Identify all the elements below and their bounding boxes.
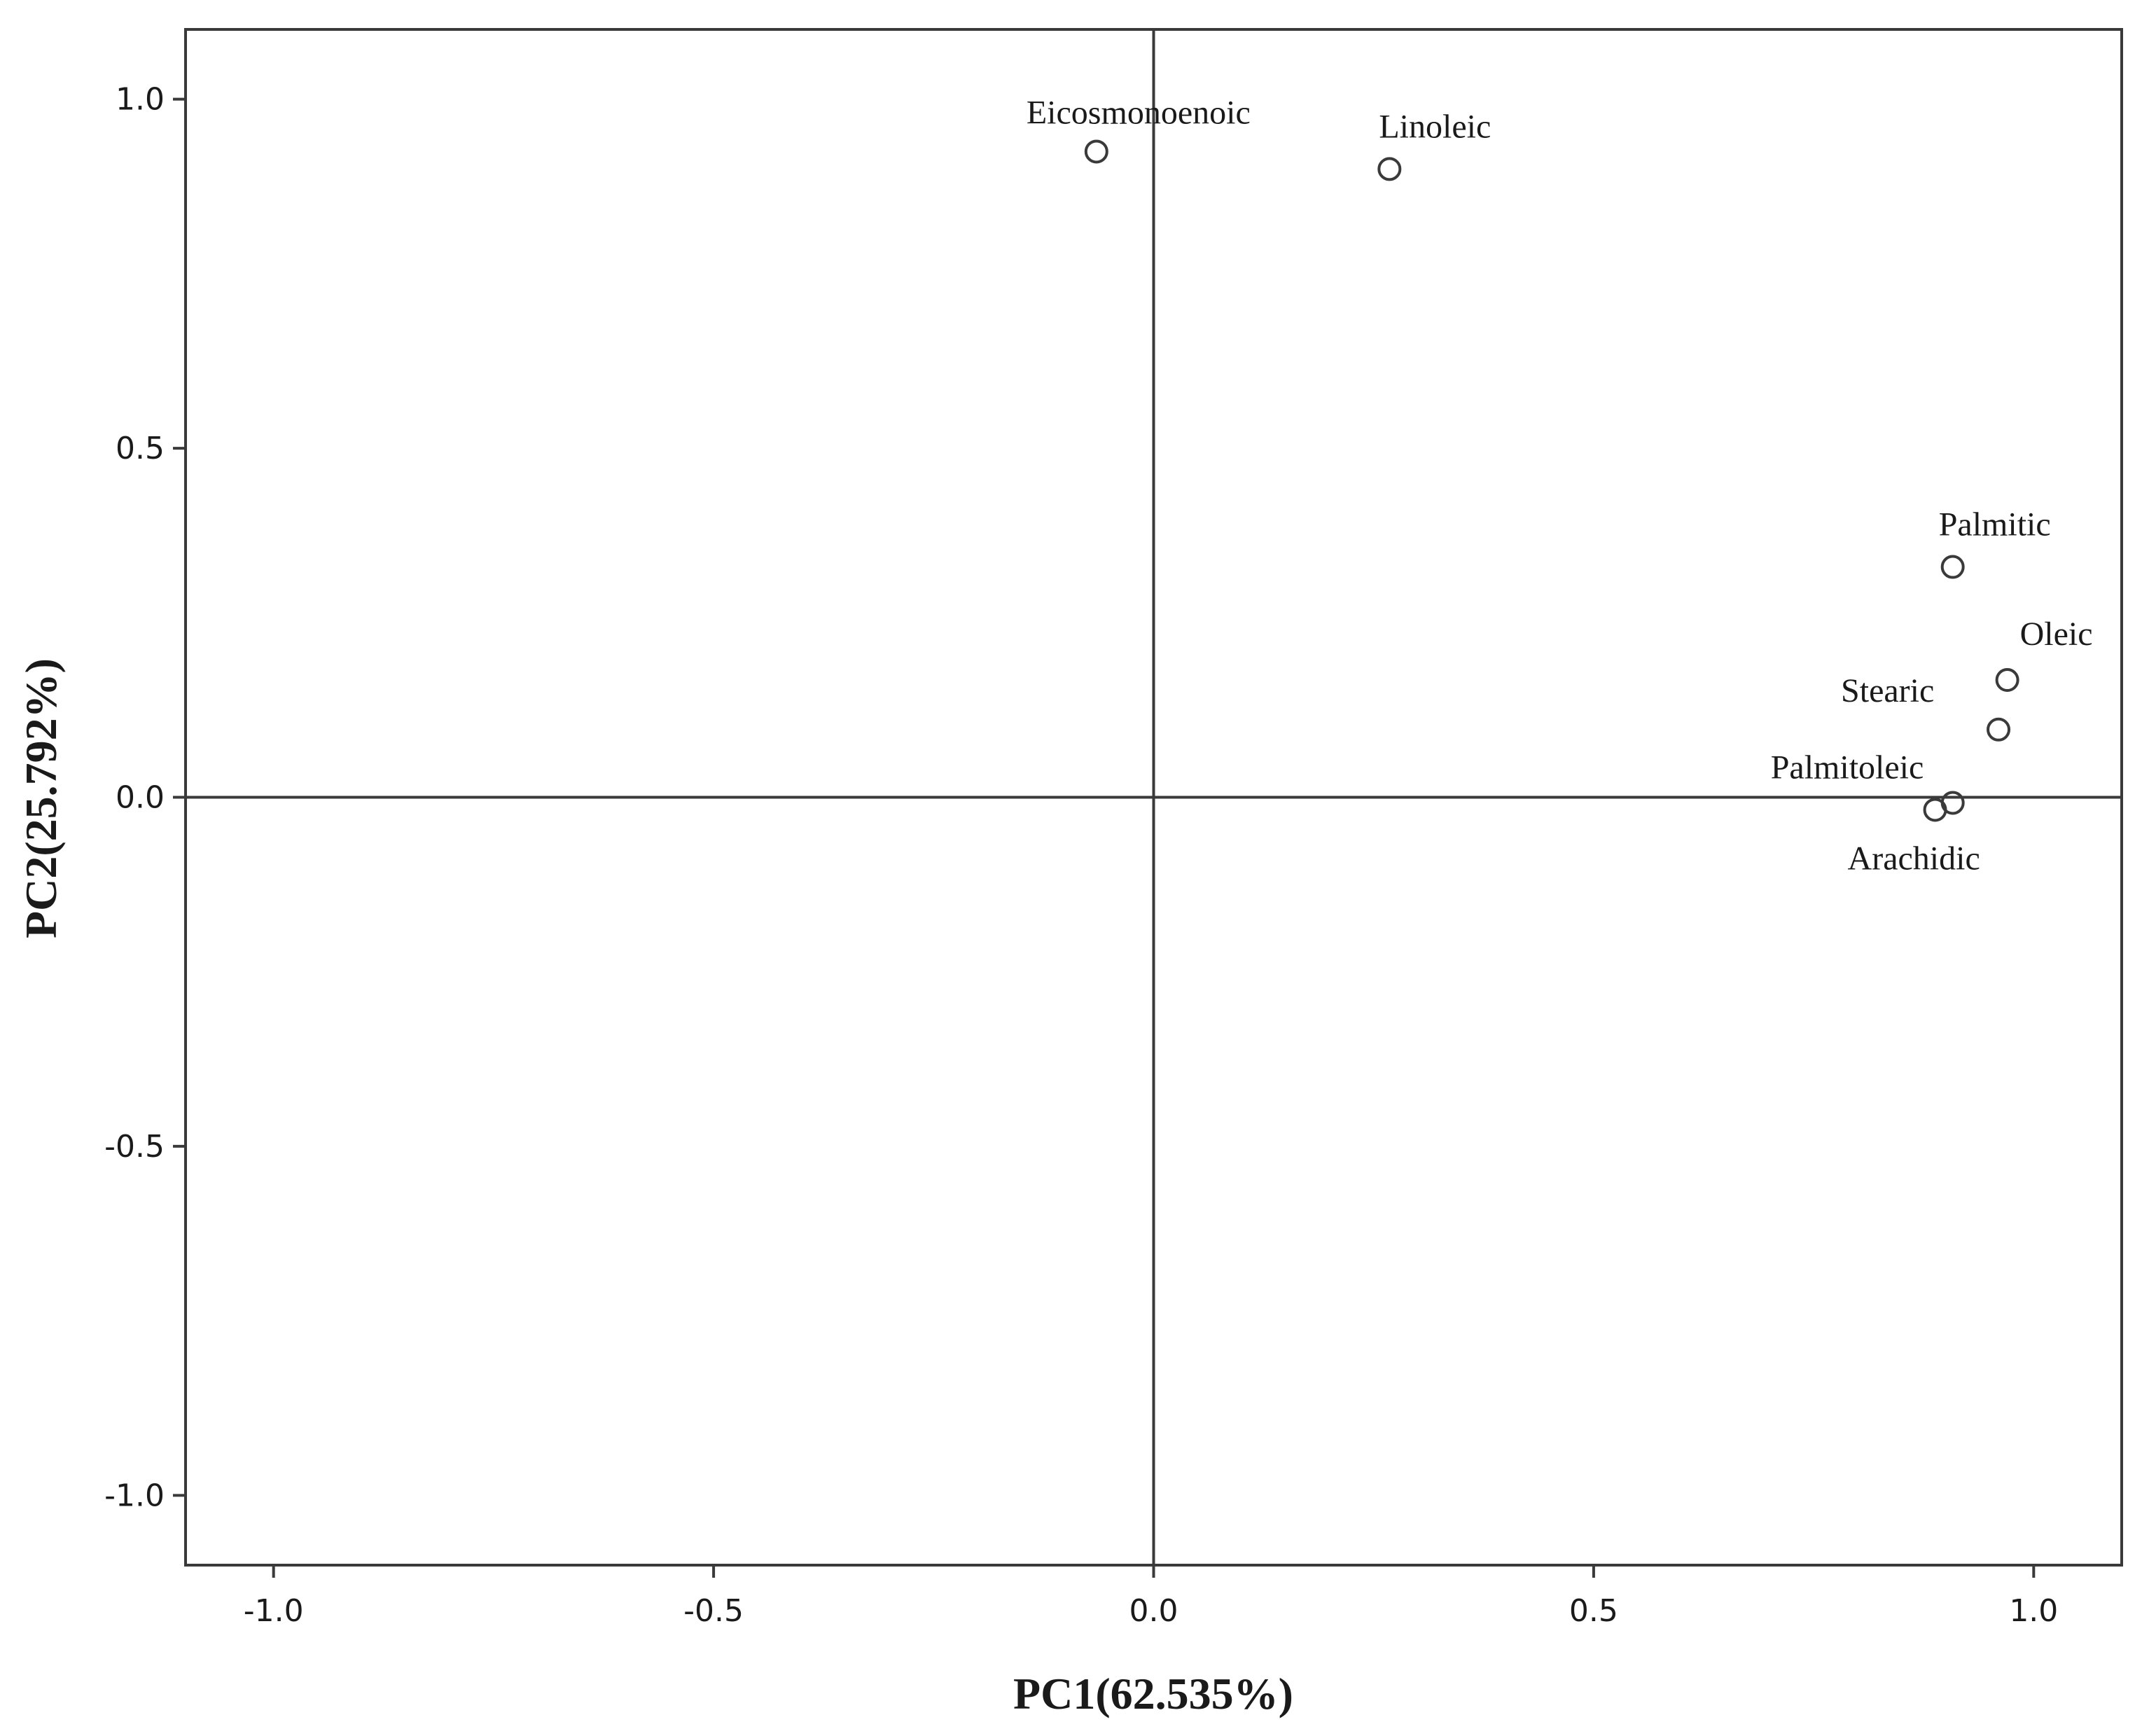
x-tick-label: 0.0 — [1129, 1593, 1178, 1629]
y-axis-ticks: 1.0 0.5 0.0 -0.5 -1.0 — [104, 82, 186, 1513]
point-labels: Eicosmonoenoic Linoleic Palmitic Oleic Stear… — [1027, 94, 2093, 877]
x-tick-label: 1.0 — [2009, 1593, 2058, 1629]
reference-lines — [186, 29, 2122, 1565]
point-label-arachidic: Arachidic — [1848, 840, 1980, 877]
x-tick-label: 0.5 — [1569, 1593, 1618, 1629]
data-point-palmitic — [1940, 555, 1965, 579]
y-axis-title: PC2(25.792%) — [16, 658, 66, 938]
point-label-eicosmonoenoic: Eicosmonoenoic — [1027, 94, 1251, 131]
data-point-arachidic — [1923, 798, 1947, 822]
point-label-palmitoleic: Palmitoleic — [1771, 749, 1924, 786]
y-tick-label: -1.0 — [104, 1478, 165, 1513]
data-point-stearic — [1987, 717, 2011, 742]
data-point-linoleic — [1377, 157, 1402, 181]
y-tick-label: 0.0 — [116, 780, 165, 816]
x-tick-label: -1.0 — [244, 1593, 304, 1629]
data-point-oleic — [1995, 668, 2019, 693]
x-axis-ticks: -1.0 -0.5 0.0 0.5 1.0 — [244, 1565, 2058, 1629]
point-label-oleic: Oleic — [2020, 616, 2093, 653]
point-label-linoleic: Linoleic — [1379, 108, 1491, 145]
y-tick-label: 1.0 — [116, 82, 165, 118]
y-tick-label: 0.5 — [116, 431, 165, 466]
x-tick-label: -0.5 — [683, 1593, 744, 1629]
point-label-palmitic: Palmitic — [1939, 506, 2051, 543]
x-axis-title: PC1(62.535%) — [1013, 1669, 1293, 1718]
data-points — [1084, 139, 2019, 822]
data-point-eicosmonoenoic — [1084, 139, 1108, 164]
point-label-stearic: Stearic — [1841, 672, 1934, 709]
y-tick-label: -0.5 — [104, 1129, 165, 1165]
